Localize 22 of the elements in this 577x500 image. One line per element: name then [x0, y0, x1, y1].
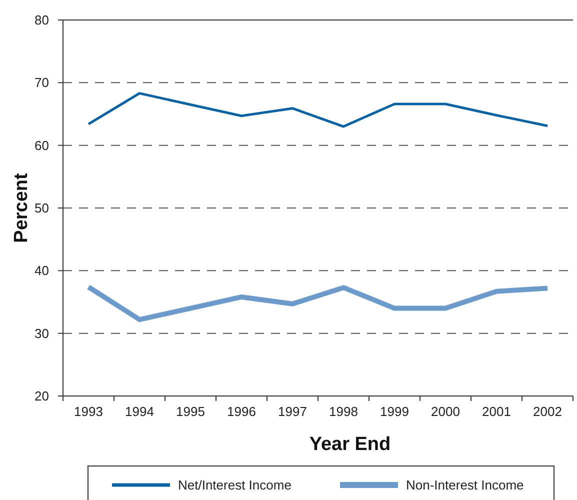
y-axis-title: Percent — [11, 172, 32, 243]
line-series — [87, 92, 549, 128]
y-tick-label: 70 — [34, 75, 49, 90]
x-tick-label: 2001 — [482, 404, 511, 419]
x-tick-label: 2000 — [431, 404, 460, 419]
x-tick-label: 1998 — [329, 404, 358, 419]
x-tick-label: 1993 — [74, 404, 103, 419]
x-tick-label: 2002 — [533, 404, 562, 419]
x-tick-label: 1997 — [278, 404, 307, 419]
y-tick-label: 50 — [34, 200, 49, 216]
y-tick-label: 60 — [34, 138, 49, 153]
legend-label: Non-Interest Income — [406, 478, 524, 493]
legend-label: Net/Interest Income — [178, 478, 292, 493]
x-tick-label: 1995 — [176, 404, 205, 419]
y-tick-label: 30 — [34, 326, 49, 341]
x-tick-label: 1999 — [380, 404, 409, 419]
x-axis-title: Year End — [309, 434, 391, 455]
x-tick-label: 1994 — [125, 404, 154, 419]
y-tick-label: 80 — [34, 12, 49, 28]
x-tick-label: 1996 — [227, 404, 256, 419]
y-tick-label: 20 — [34, 388, 49, 404]
y-tick-label: 40 — [34, 263, 49, 278]
